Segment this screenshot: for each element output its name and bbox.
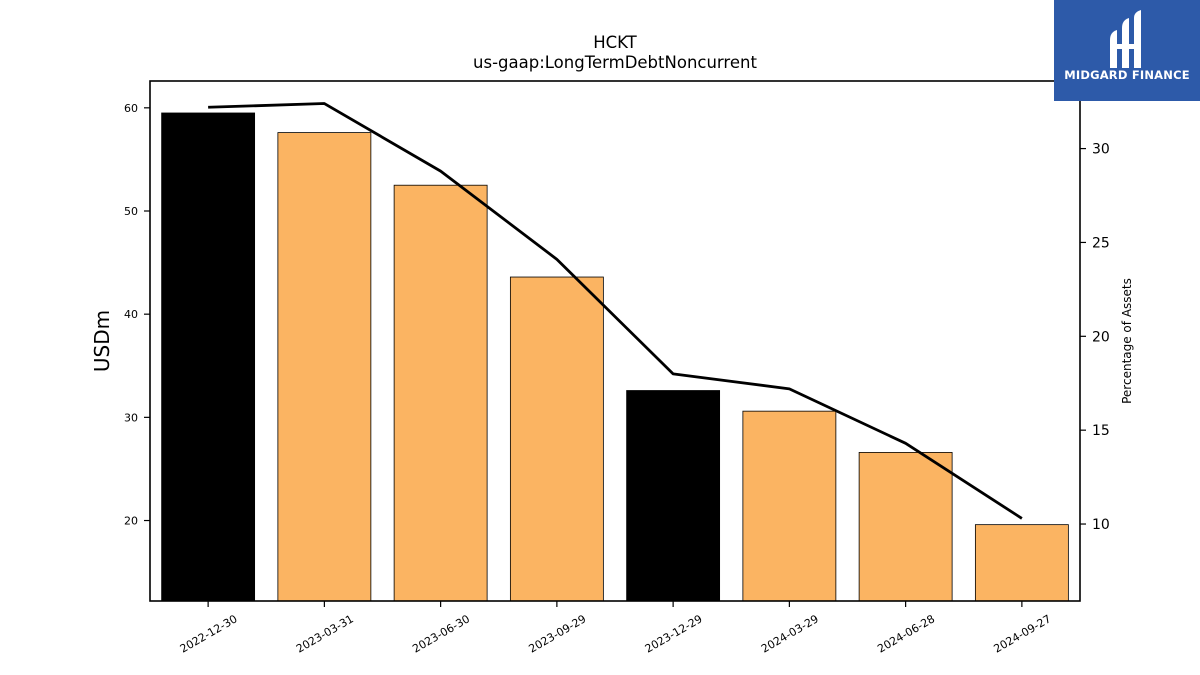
x-tick-label: 2022-12-30 [178,612,240,655]
y2-axis-label: Percentage of Assets [1120,278,1134,404]
bar [858,452,953,602]
axes: 20 30 40 50 60 10 15 20 25 30 2022-12-30 2023-03-31… [124,80,1110,656]
x-tick-label: 2024-03-29 [759,612,821,655]
y-tick-label: 50 [124,205,138,218]
bar-series [161,112,1069,602]
series-line [208,102,1023,520]
bar [509,276,604,602]
bar [742,410,837,602]
bar [161,112,256,602]
y-tick-label: 20 [124,515,138,528]
x-tick-label: 2024-09-27 [992,612,1054,655]
bar [393,184,488,602]
y2-tick-label: 15 [1092,423,1110,439]
y2-tick-label: 10 [1092,517,1110,533]
x-tick-label: 2023-03-31 [294,612,356,655]
bar [974,524,1069,602]
chart-subtitle: us-gaap:LongTermDebtNoncurrent [473,53,757,72]
bar [277,132,372,602]
y2-tick-label: 20 [1092,329,1110,345]
x-tick-label: 2023-06-30 [410,612,472,655]
x-tick-label: 2023-09-29 [527,612,589,655]
y-tick-label: 40 [124,308,138,321]
bar [626,390,721,602]
x-tick-label: 2023-12-29 [643,612,705,655]
plot-frame [149,80,1081,602]
y-axis-label: USDm [90,309,114,373]
y-tick-label: 60 [124,102,138,115]
x-tick-label: 2024-06-28 [875,612,937,655]
logo-mark-icon [1110,10,1141,68]
logo-text: MIDGARD FINANCE [1064,68,1190,82]
brand-logo: MIDGARD FINANCE [1054,0,1200,101]
y-tick-label: 30 [124,411,138,424]
chart-title: HCKT [593,33,637,52]
y2-tick-label: 30 [1092,142,1110,158]
y2-tick-label: 25 [1092,235,1110,251]
percentage-line-series [208,102,1023,520]
